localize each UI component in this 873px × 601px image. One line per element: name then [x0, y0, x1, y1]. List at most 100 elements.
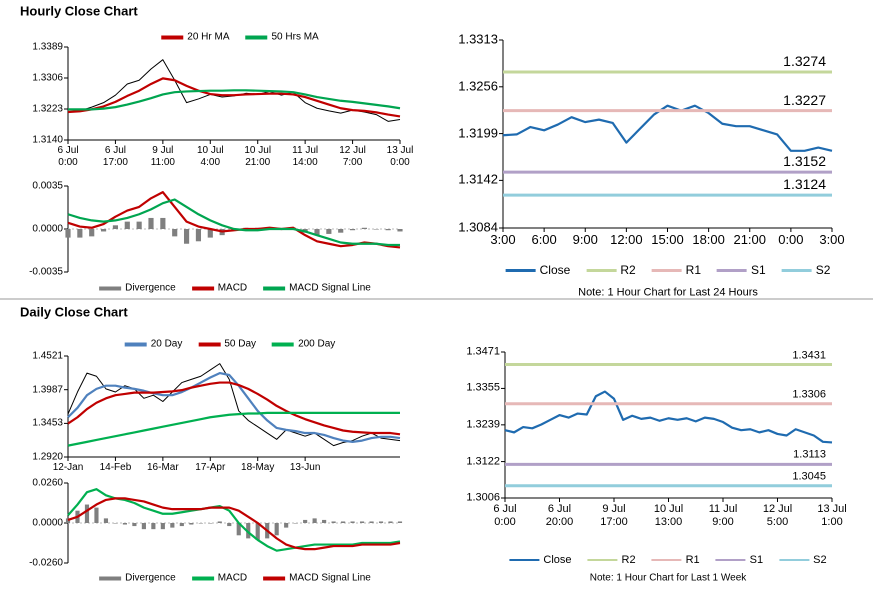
legend-item: R2	[586, 263, 636, 277]
x-tick-label: 12-Jan	[52, 462, 84, 473]
divergence-bar	[350, 521, 355, 523]
x-tick-label: 17-Apr	[195, 462, 226, 473]
divergence-bar	[314, 229, 320, 236]
y-tick-label: 1.4521	[32, 350, 63, 362]
y-tick-label: 0.0000	[32, 517, 63, 529]
divergence-bar	[179, 523, 184, 527]
divergence-bar	[151, 523, 156, 530]
x-tick-label: 13 Jul 1:00	[817, 503, 847, 528]
series-line	[67, 381, 401, 436]
divergence-bar	[385, 229, 391, 231]
chart-title: Daily Close Chart	[20, 304, 128, 320]
legend-label: 50 Hrs MA	[271, 31, 319, 43]
divergence-bar	[369, 521, 374, 523]
y-tick-label: 0.0035	[32, 180, 63, 192]
legend-swatch	[715, 559, 746, 561]
y-tick-label: 1.3306	[32, 72, 63, 84]
divergence-bar	[198, 523, 203, 524]
divergence-bar	[246, 523, 251, 539]
y-tick-label: 1.3199	[458, 125, 498, 141]
legend-swatch	[717, 268, 747, 272]
divergence-bar	[112, 225, 119, 229]
divergence-bar	[326, 229, 332, 234]
divergence-bar	[84, 504, 90, 523]
chart-note: Note: 1 Hour Chart for Last 1 Week	[589, 572, 747, 584]
divergence-bar	[65, 229, 71, 238]
price-line	[67, 363, 401, 447]
legend-swatch	[781, 268, 812, 272]
legend-item: S1	[717, 263, 766, 277]
x-tick-label: 21:00	[733, 232, 767, 247]
y-tick-label: 1.3006	[466, 491, 500, 504]
legend-item: R2	[587, 554, 636, 566]
level-label: 1.3152	[783, 153, 826, 170]
divergence-bar	[183, 229, 190, 244]
divergence-bar	[338, 229, 344, 233]
y-tick-label: 0.0000	[32, 223, 63, 235]
legend-swatch	[263, 286, 286, 290]
legend-swatch	[586, 268, 617, 272]
y-tick-label: 1.3355	[466, 382, 500, 395]
legend-item: MACD	[191, 573, 247, 584]
y-tick-label: 1.3239	[466, 418, 500, 431]
legend-item: Close	[509, 554, 572, 566]
series-line	[504, 390, 833, 444]
series-line	[68, 89, 401, 111]
divergence-bar	[349, 229, 356, 231]
series-line	[67, 497, 401, 551]
divergence-bar	[172, 229, 178, 237]
legend-swatch	[191, 286, 214, 290]
divergence-bar	[208, 523, 213, 524]
y-tick-label: 1.3256	[458, 78, 498, 94]
divergence-bar	[341, 521, 346, 523]
divergence-bar	[189, 523, 194, 525]
legend-item: Divergence	[99, 283, 176, 294]
chart-note: Note: 1 Hour Chart for Last 24 Hours	[578, 286, 758, 299]
legend-label: 20 Day	[150, 338, 183, 350]
legend-swatch	[505, 268, 536, 272]
legend-swatch	[99, 576, 122, 580]
x-tick-label: 18-May	[241, 462, 275, 473]
x-tick-label: 10 Jul 4:00	[196, 145, 224, 168]
legend-item: 20 Hr MA	[161, 31, 230, 43]
y-tick-label: 1.3313	[458, 31, 498, 47]
legend-swatch	[124, 342, 147, 346]
legend-swatch	[161, 35, 184, 39]
legend-label: 200 Day	[298, 338, 336, 350]
x-tick-label: 13-Jun	[289, 462, 321, 473]
legend-label: MACD Signal Line	[289, 282, 371, 294]
divergence-bar	[207, 229, 213, 238]
legend-label: Close	[543, 554, 572, 566]
y-tick-label: 1.3223	[32, 103, 63, 115]
x-tick-label: 12 Jul 5:00	[762, 503, 793, 528]
divergence-bar	[160, 217, 166, 229]
x-tick-label: 11 Jul 14:00	[292, 145, 319, 168]
divergence-bar	[397, 521, 403, 523]
level-label: 1.3431	[792, 348, 826, 361]
series-line	[502, 104, 833, 152]
series-line	[67, 191, 401, 249]
divergence-bar	[170, 523, 175, 528]
y-tick-label: 1.3122	[466, 455, 500, 468]
y-tick-label: 1.3389	[32, 41, 63, 53]
x-tick-label: 0:00	[778, 232, 804, 247]
legend-swatch	[272, 342, 295, 346]
x-tick-label: 6 Jul 0:00	[57, 145, 79, 168]
legend-item: S2	[781, 263, 830, 277]
y-tick-label: 1.3084	[458, 219, 498, 235]
divergence-bar	[217, 521, 222, 523]
x-tick-label: 18:00	[692, 232, 725, 247]
divergence-bar	[65, 518, 71, 523]
divergence-bar	[124, 221, 130, 229]
divergence-bar	[361, 227, 368, 229]
legend-swatch	[509, 559, 540, 561]
legend-label: 20 Hr MA	[187, 31, 230, 43]
divergence-bar	[160, 523, 165, 530]
divergence-bar	[94, 507, 99, 523]
legend-label: 50 Day	[224, 338, 257, 350]
legend-item: S1	[715, 554, 763, 566]
x-tick-label: 3:00	[819, 232, 845, 247]
level-label: 1.3274	[783, 52, 826, 69]
legend-item: 200 Day	[272, 339, 335, 350]
